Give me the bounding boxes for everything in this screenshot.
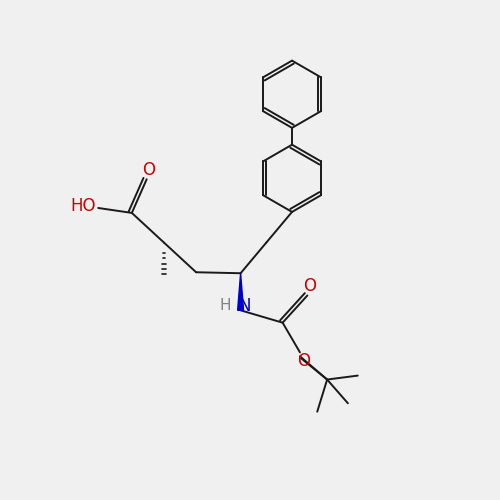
Text: N: N <box>238 298 251 316</box>
Text: O: O <box>298 352 310 370</box>
Polygon shape <box>238 273 244 310</box>
Text: H: H <box>219 298 230 313</box>
Text: O: O <box>142 162 154 180</box>
Text: O: O <box>304 276 316 294</box>
Text: HO: HO <box>70 196 96 214</box>
